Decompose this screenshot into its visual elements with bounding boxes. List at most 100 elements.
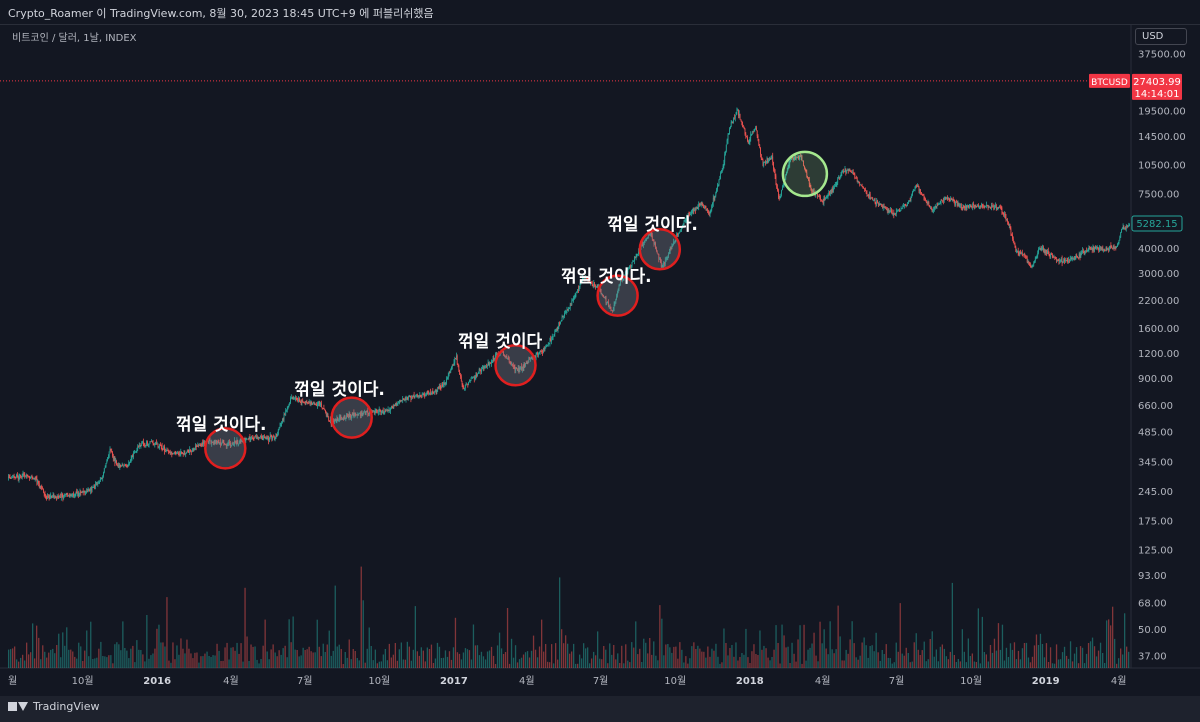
volume-bar bbox=[575, 663, 577, 668]
candle-body bbox=[186, 450, 188, 453]
candle-body bbox=[1019, 252, 1021, 255]
candle-body bbox=[812, 190, 814, 192]
currency-selector[interactable]: USD bbox=[1135, 28, 1187, 45]
candle-body bbox=[608, 301, 609, 307]
volume-bar bbox=[426, 647, 428, 668]
candle-body bbox=[1104, 250, 1106, 251]
candle-body bbox=[138, 446, 139, 448]
candle-body bbox=[96, 483, 98, 485]
time-tick-label: 월 bbox=[8, 675, 17, 687]
candle-body bbox=[691, 212, 692, 214]
volume-bar bbox=[941, 644, 943, 668]
candle-body bbox=[122, 463, 124, 466]
volume-bar bbox=[641, 662, 643, 668]
candle-body bbox=[851, 171, 852, 173]
candle-body bbox=[174, 451, 176, 454]
volume-bar bbox=[1093, 646, 1096, 668]
volume-bar bbox=[352, 649, 354, 668]
candle-body bbox=[348, 414, 350, 418]
candle-body bbox=[743, 126, 744, 128]
candle-body bbox=[291, 397, 293, 398]
volume-bar bbox=[631, 642, 633, 668]
candle-body bbox=[869, 194, 870, 197]
volume-bar bbox=[803, 624, 805, 668]
volume-bar bbox=[230, 647, 232, 668]
candle-body bbox=[1072, 258, 1074, 260]
price-tick-label: 245.00 bbox=[1138, 487, 1173, 498]
candle-body bbox=[832, 188, 834, 191]
candle-body bbox=[730, 122, 732, 127]
candle-body bbox=[708, 211, 709, 213]
candle-body bbox=[226, 444, 228, 446]
candle-body bbox=[109, 448, 111, 452]
volume-bar bbox=[923, 641, 925, 668]
candle-body bbox=[339, 416, 341, 418]
volume-bar bbox=[202, 656, 204, 668]
candle-body bbox=[454, 358, 456, 363]
candle-body bbox=[561, 316, 563, 321]
candle-body bbox=[295, 397, 296, 399]
candle-body bbox=[538, 353, 539, 356]
volume-bar bbox=[709, 656, 711, 668]
candle-body bbox=[273, 437, 275, 440]
volume-bar bbox=[813, 632, 815, 668]
volume-bar bbox=[981, 616, 983, 668]
candle-body bbox=[90, 487, 91, 491]
candle-body bbox=[151, 441, 153, 442]
volume-bar bbox=[811, 643, 813, 668]
volume-bar bbox=[809, 647, 811, 668]
candle-body bbox=[1110, 245, 1112, 247]
candle-body bbox=[918, 186, 920, 192]
candle-body bbox=[367, 411, 369, 414]
candle-body bbox=[438, 387, 439, 389]
volume-bar bbox=[152, 653, 154, 668]
volume-bar bbox=[508, 663, 511, 668]
candle-body bbox=[34, 477, 36, 480]
candle-body bbox=[996, 208, 998, 210]
volume-bar bbox=[344, 652, 346, 668]
volume-bar bbox=[336, 646, 338, 668]
candle-body bbox=[1038, 249, 1040, 250]
candle-body bbox=[617, 291, 618, 296]
candle-body bbox=[756, 130, 758, 137]
candle-body bbox=[301, 400, 303, 404]
volume-bar bbox=[536, 657, 539, 668]
candle-body bbox=[974, 206, 976, 208]
price-tick-label: 68.00 bbox=[1138, 599, 1167, 610]
candle-body bbox=[102, 476, 104, 479]
candle-body bbox=[1030, 266, 1032, 268]
candle-body bbox=[1009, 224, 1011, 229]
candle-body bbox=[41, 487, 43, 489]
candle-body bbox=[364, 411, 365, 413]
volume-bar bbox=[410, 660, 412, 668]
candle-body bbox=[376, 409, 378, 413]
volume-bar bbox=[60, 657, 62, 668]
candle-body bbox=[45, 495, 47, 497]
candle-body bbox=[905, 204, 907, 206]
volume-bar bbox=[787, 646, 789, 668]
tradingview-logo[interactable]: TradingView bbox=[8, 700, 99, 713]
candle-body bbox=[130, 458, 132, 461]
candle-body bbox=[121, 463, 123, 466]
candle-body bbox=[769, 158, 771, 160]
candle-body bbox=[311, 401, 313, 405]
candle-body bbox=[941, 199, 943, 201]
candle-body bbox=[779, 196, 781, 199]
volume-bar bbox=[104, 656, 106, 668]
candle-body bbox=[144, 445, 146, 447]
candle-body bbox=[912, 191, 913, 196]
candle-body bbox=[688, 213, 690, 215]
candle-body bbox=[429, 392, 430, 395]
volume-bar bbox=[50, 649, 52, 668]
volume-bar bbox=[697, 645, 699, 668]
candle-body bbox=[210, 441, 212, 444]
candle-body bbox=[227, 442, 229, 445]
candle-body bbox=[190, 451, 192, 452]
candle-body bbox=[864, 188, 865, 190]
candle-body bbox=[540, 351, 542, 352]
candle-body bbox=[382, 409, 384, 414]
candle-body bbox=[954, 202, 956, 205]
volume-bar bbox=[1025, 642, 1028, 668]
candle-body bbox=[1065, 260, 1066, 262]
